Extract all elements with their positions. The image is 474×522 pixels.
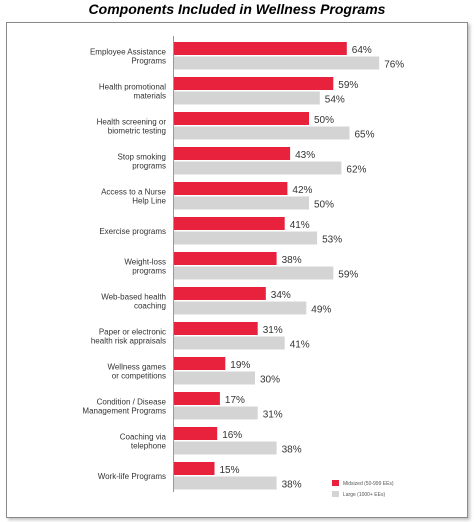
category-label-line: materials xyxy=(134,91,166,100)
legend-swatch-midsized xyxy=(332,480,339,486)
bar-large xyxy=(174,301,307,315)
category-label: Exercise programs xyxy=(99,227,166,236)
value-label-large: 30% xyxy=(260,375,280,386)
value-label-large: 38% xyxy=(282,480,302,491)
legend-label-large: Large (1000+ EEs) xyxy=(343,492,385,498)
value-label-midsized: 43% xyxy=(295,150,315,161)
category-label-line: Exercise programs xyxy=(99,227,166,236)
value-label-large: 54% xyxy=(325,95,345,106)
bar-midsized xyxy=(174,77,334,90)
category-label-line: Management Programs xyxy=(82,406,166,415)
value-label-large: 62% xyxy=(346,165,366,176)
value-label-midsized: 38% xyxy=(282,255,302,266)
bar-midsized xyxy=(174,392,220,405)
category-label: Condition / Disease Management Programs xyxy=(82,397,166,415)
value-label-midsized: 17% xyxy=(225,395,245,406)
value-label-large: 38% xyxy=(282,445,302,456)
category-label-line: Stop smoking xyxy=(118,152,166,161)
bar-large xyxy=(174,196,309,210)
bar-midsized xyxy=(174,217,285,230)
value-label-midsized: 50% xyxy=(314,115,334,126)
bar-midsized xyxy=(174,322,258,335)
category-label-line: Coaching via xyxy=(120,432,167,441)
legend-swatch-large xyxy=(332,491,339,497)
bar-midsized xyxy=(174,252,277,265)
category-label: Weight-loss programs xyxy=(124,257,166,275)
value-label-midsized: 41% xyxy=(290,220,310,231)
category-label-line: Work-life Programs xyxy=(98,472,166,481)
category-label-line: Paper or electronic xyxy=(99,327,166,336)
category-label-line: Programs xyxy=(131,56,166,65)
category-label-line: Condition / Disease xyxy=(97,397,167,406)
value-label-midsized: 19% xyxy=(230,360,250,371)
category-label-line: Employee Assistance xyxy=(90,47,167,56)
category-label: Wellness games or competitions xyxy=(107,362,166,380)
bar-large xyxy=(174,231,318,245)
category-label-line: Web-based health xyxy=(101,292,166,301)
value-label-large: 59% xyxy=(338,270,358,281)
category-label-line: Help Line xyxy=(132,196,166,205)
value-label-midsized: 16% xyxy=(222,430,242,441)
category-label: Web-based health coaching xyxy=(101,292,166,310)
value-label-large: 50% xyxy=(314,200,334,211)
category-label: Coaching via telephone xyxy=(120,432,167,450)
value-label-midsized: 42% xyxy=(292,185,312,196)
category-label-line: Health screening or xyxy=(97,117,167,126)
category-label: Health screening or biometric testing xyxy=(97,117,167,135)
value-label-large: 41% xyxy=(290,340,310,351)
category-label-line: or competitions xyxy=(112,371,166,380)
bar-midsized xyxy=(174,427,218,440)
bar-large xyxy=(174,91,320,105)
bar-large xyxy=(174,371,255,385)
bar-midsized xyxy=(174,147,291,160)
value-label-large: 76% xyxy=(384,60,404,71)
category-label: Health promotional materials xyxy=(99,82,166,100)
bar-large xyxy=(174,406,258,420)
bar-midsized xyxy=(174,287,266,300)
category-label-line: telephone xyxy=(131,441,167,450)
legend-label-midsized: Midsized (50-999 EEs) xyxy=(343,481,394,487)
bar-midsized xyxy=(174,462,215,475)
category-label-line: biometric testing xyxy=(108,126,166,135)
category-label-line: Weight-loss xyxy=(124,257,166,266)
value-label-midsized: 31% xyxy=(263,325,283,336)
category-label: Paper or electronic health risk appraisal… xyxy=(91,327,166,345)
value-label-large: 49% xyxy=(311,305,331,316)
value-label-midsized: 15% xyxy=(220,465,240,476)
value-label-midsized: 34% xyxy=(271,290,291,301)
category-label-line: health risk appraisals xyxy=(91,336,166,345)
bar-large xyxy=(174,126,350,140)
value-label-large: 31% xyxy=(263,410,283,421)
chart-title: Components Included in Wellness Programs xyxy=(88,1,386,17)
bar-midsized xyxy=(174,42,347,55)
value-label-large: 65% xyxy=(355,130,375,141)
category-label: Work-life Programs xyxy=(98,472,166,481)
category-label-line: Health promotional xyxy=(99,82,166,91)
category-label: Employee Assistance Programs xyxy=(90,47,167,65)
category-label-line: programs xyxy=(132,161,166,170)
bar-large xyxy=(174,161,342,175)
bar-large xyxy=(174,476,277,490)
bar-large xyxy=(174,56,380,70)
bar-large xyxy=(174,336,285,350)
bar-large xyxy=(174,441,277,455)
category-label-line: Wellness games xyxy=(107,362,166,371)
bar-midsized xyxy=(174,112,309,125)
category-label-line: Access to a Nurse xyxy=(101,187,166,196)
value-label-midsized: 59% xyxy=(338,80,358,91)
category-label-line: coaching xyxy=(134,301,166,310)
category-label-line: programs xyxy=(132,266,166,275)
value-label-midsized: 64% xyxy=(352,45,372,56)
bar-midsized xyxy=(174,182,288,195)
bar-midsized xyxy=(174,357,226,370)
category-label: Access to a Nurse Help Line xyxy=(101,187,166,205)
value-label-large: 53% xyxy=(322,235,342,246)
category-label: Stop smoking programs xyxy=(118,152,166,170)
bar-large xyxy=(174,266,334,280)
